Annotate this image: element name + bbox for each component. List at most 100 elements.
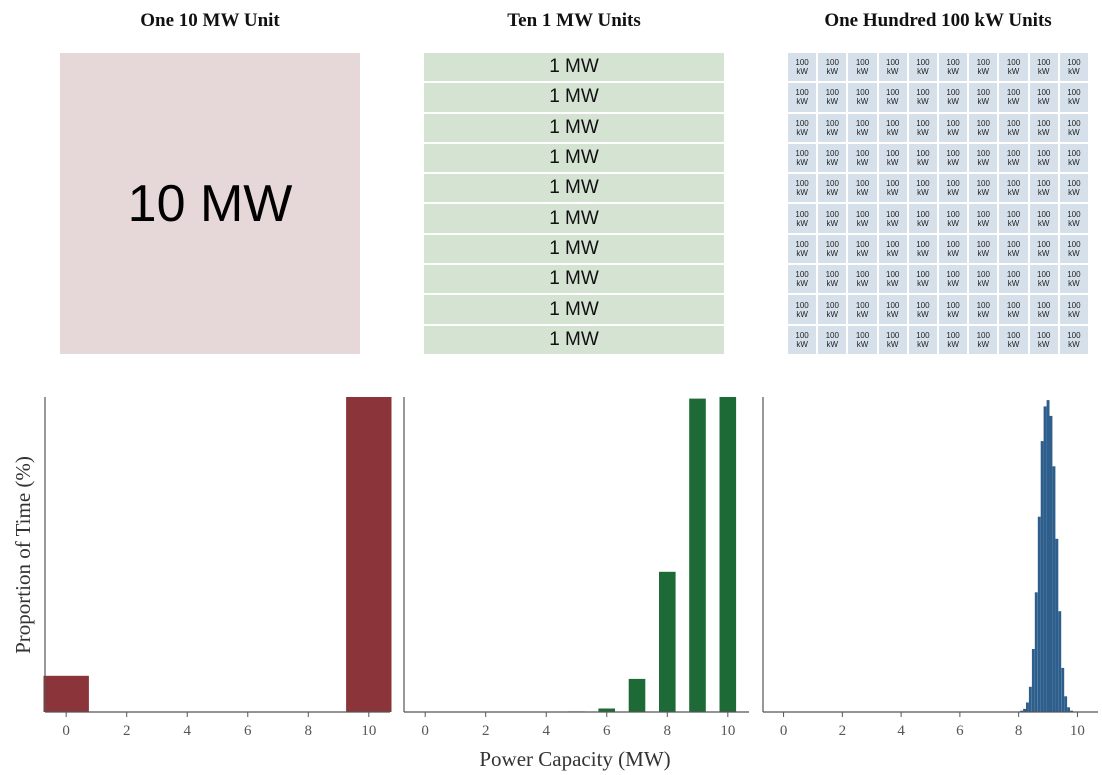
- histogram-bar: [1070, 710, 1073, 712]
- kw-unit-cell: 100 kW: [878, 113, 907, 142]
- x-tick-label: 2: [482, 723, 490, 739]
- x-tick-label: 0: [421, 723, 429, 739]
- kw-unit-cell: 100 kW: [878, 204, 907, 233]
- x-tick-label: 8: [1015, 723, 1023, 739]
- kw-unit-cell: 100 kW: [969, 174, 998, 203]
- mw-unit-bar: 1 MW: [424, 204, 724, 233]
- kw-unit-cell: 100 kW: [788, 174, 817, 203]
- hundred-unit-grid: 100 kW 100 kW 100 kW 100 kW 100 kW 100 kW 100 kW 100 kW…: [788, 53, 1088, 354]
- kw-unit-cell: 100 kW: [848, 143, 877, 173]
- histogram-bar: [659, 571, 676, 712]
- kw-unit-cell: 100 kW: [969, 83, 998, 112]
- kw-unit-cell: 100 kW: [1029, 53, 1058, 82]
- mw-unit-bar: 1 MW: [424, 143, 724, 173]
- kw-unit-cell: 100 kW: [1059, 204, 1088, 233]
- kw-unit-cell: 100 kW: [878, 325, 907, 354]
- x-tick-label: 0: [62, 723, 70, 739]
- mw-unit-bar: 1 MW: [424, 295, 724, 324]
- kw-unit-cell: 100 kW: [788, 265, 817, 294]
- kw-unit-cell: 100 kW: [818, 113, 847, 142]
- kw-unit-cell: 100 kW: [999, 113, 1028, 142]
- kw-unit-cell: 100 kW: [908, 325, 937, 354]
- kw-unit-cell: 100 kW: [878, 143, 907, 173]
- kw-unit-cell: 100 kW: [818, 295, 847, 324]
- kw-unit-cell: 100 kW: [788, 83, 817, 112]
- kw-unit-cell: 100 kW: [969, 295, 998, 324]
- x-tick-label: 6: [244, 723, 252, 739]
- x-tick-label: 4: [183, 723, 191, 739]
- kw-unit-cell: 100 kW: [788, 204, 817, 233]
- mw-unit-bar: 1 MW: [424, 234, 724, 264]
- panel-title-ten: Ten 1 MW Units: [507, 10, 641, 31]
- x-tick-label: 6: [956, 723, 964, 739]
- histogram-bar: [1046, 400, 1050, 712]
- kw-unit-cell: 100 kW: [939, 83, 968, 112]
- kw-unit-cell: 100 kW: [969, 53, 998, 82]
- kw-unit-cell: 100 kW: [1059, 143, 1088, 173]
- histogram-bar: [1031, 649, 1035, 712]
- kw-unit-cell: 100 kW: [999, 143, 1028, 173]
- x-tick-label: 4: [542, 723, 550, 739]
- kw-unit-cell: 100 kW: [848, 83, 877, 112]
- kw-unit-cell: 100 kW: [999, 53, 1028, 82]
- histogram-bar: [1061, 667, 1065, 712]
- mw-unit-bar: 1 MW: [424, 325, 724, 354]
- kw-unit-cell: 100 kW: [999, 204, 1028, 233]
- histogram-bar: [598, 708, 615, 712]
- histogram-bar: [628, 678, 646, 712]
- kw-unit-cell: 100 kW: [818, 174, 847, 203]
- kw-unit-cell: 100 kW: [908, 204, 937, 233]
- x-tick-label: 8: [664, 723, 672, 739]
- kw-unit-cell: 100 kW: [1059, 234, 1088, 264]
- histogram-bar: [1058, 611, 1062, 712]
- kw-unit-cell: 100 kW: [939, 204, 968, 233]
- mw-unit-bar: 1 MW: [424, 174, 724, 203]
- kw-unit-cell: 100 kW: [878, 53, 907, 82]
- x-tick-label: 0: [780, 723, 788, 739]
- kw-unit-cell: 100 kW: [939, 234, 968, 264]
- kw-unit-cell: 100 kW: [999, 265, 1028, 294]
- kw-unit-cell: 100 kW: [908, 83, 937, 112]
- kw-unit-cell: 100 kW: [908, 234, 937, 264]
- kw-unit-cell: 100 kW: [848, 53, 877, 82]
- kw-unit-cell: 100 kW: [939, 174, 968, 203]
- kw-unit-cell: 100 kW: [1029, 204, 1058, 233]
- histogram-bar: [1052, 466, 1056, 712]
- mw-unit-bar: 1 MW: [424, 265, 724, 294]
- kw-unit-cell: 100 kW: [1059, 325, 1088, 354]
- histogram-bar: [346, 397, 392, 712]
- histogram-bar: [43, 675, 89, 712]
- histogram-bar: [1023, 708, 1026, 712]
- kw-unit-cell: 100 kW: [939, 325, 968, 354]
- kw-unit-cell: 100 kW: [788, 143, 817, 173]
- kw-unit-cell: 100 kW: [1029, 143, 1058, 173]
- x-tick-label: 2: [123, 723, 131, 739]
- kw-unit-cell: 100 kW: [1029, 325, 1058, 354]
- y-axis-title: Proportion of Time (%): [11, 456, 35, 654]
- kw-unit-cell: 100 kW: [788, 295, 817, 324]
- kw-unit-cell: 100 kW: [969, 113, 998, 142]
- kw-unit-cell: 100 kW: [999, 174, 1028, 203]
- kw-unit-cell: 100 kW: [788, 53, 817, 82]
- histogram-bar: [1055, 538, 1059, 713]
- kw-unit-cell: 100 kW: [788, 113, 817, 142]
- histogram-bar: [1028, 686, 1032, 712]
- kw-unit-cell: 100 kW: [1059, 265, 1088, 294]
- kw-unit-cell: 100 kW: [1029, 265, 1058, 294]
- kw-unit-cell: 100 kW: [908, 53, 937, 82]
- kw-unit-cell: 100 kW: [848, 265, 877, 294]
- kw-unit-cell: 100 kW: [818, 325, 847, 354]
- histogram-bar: [1034, 592, 1038, 712]
- x-tick-label: 6: [603, 723, 611, 739]
- kw-unit-cell: 100 kW: [969, 143, 998, 173]
- kw-unit-cell: 100 kW: [1029, 83, 1058, 112]
- kw-unit-cell: 100 kW: [969, 204, 998, 233]
- kw-unit-cell: 100 kW: [788, 325, 817, 354]
- kw-unit-cell: 100 kW: [848, 234, 877, 264]
- kw-unit-cell: 100 kW: [999, 325, 1028, 354]
- kw-unit-cell: 100 kW: [818, 265, 847, 294]
- x-tick-label: 10: [361, 723, 376, 739]
- kw-unit-cell: 100 kW: [818, 83, 847, 112]
- kw-unit-cell: 100 kW: [908, 143, 937, 173]
